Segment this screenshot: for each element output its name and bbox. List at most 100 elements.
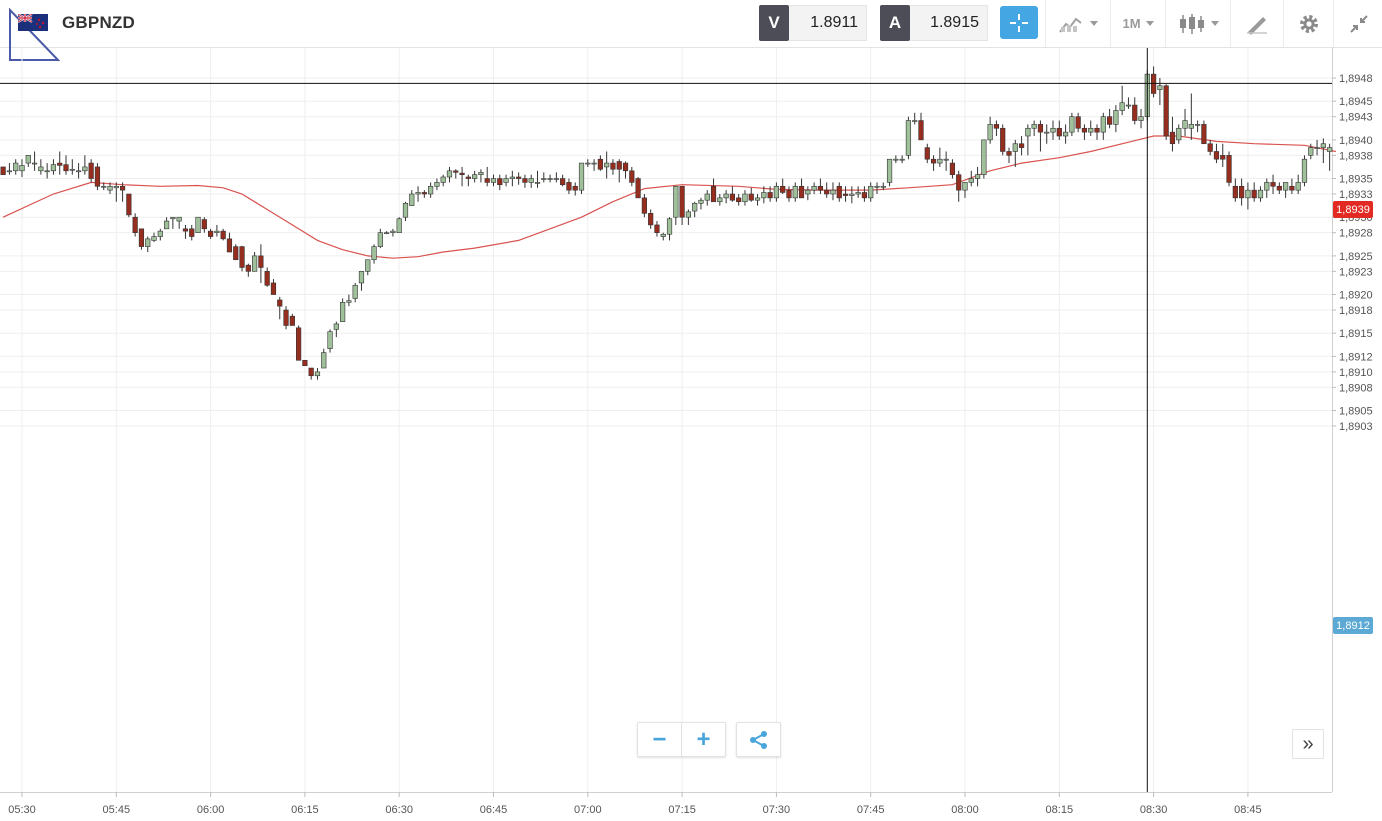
sell-price: 1.8911 [789,5,867,41]
instrument-symbol[interactable]: GBPNZD [62,13,135,32]
candle-body [736,197,742,203]
bull-candle [962,182,968,198]
candle-body [937,158,943,164]
candle-body [886,158,893,183]
bull-candle [805,186,811,201]
candle-body [553,178,559,180]
candle-body [113,185,119,189]
settings-button[interactable] [1283,0,1333,47]
price-tick-label: 1,8938 [1339,150,1373,162]
candle-body [541,178,547,180]
candle-body [1018,143,1025,148]
buy-quote[interactable]: A 1.8915 [880,5,988,41]
candle-body [974,174,981,179]
timeframe-button[interactable]: 1M [1110,0,1165,47]
bear-candle [654,221,660,237]
candle-body [107,185,113,191]
bear-candle [566,178,572,195]
candle-body [201,219,207,230]
bull-candle [377,228,383,249]
bear-candle [1276,182,1282,195]
candle-body [1314,147,1320,149]
candle-body [1138,116,1144,121]
candle-body [786,189,792,199]
chart-type-button[interactable] [1045,0,1110,47]
bear-candle [94,163,101,191]
bull-candle [974,166,981,187]
candle-body [1132,104,1138,121]
candle-body [289,315,295,326]
buy-label: A [880,5,910,41]
candle-body [1119,102,1125,111]
bull-candle [13,159,19,175]
bull-candle [75,163,82,179]
scroll-to-latest-button[interactable]: » [1292,729,1324,759]
bull-candle [1088,120,1094,137]
zoom-out-button[interactable]: − [638,723,682,756]
candle-body [1213,151,1220,160]
bear-candle [1037,120,1044,152]
bear-candle [522,174,528,188]
candle-body [516,176,522,179]
candle-body [69,168,75,171]
candle-body [346,300,352,303]
bull-candle [874,182,880,195]
bull-candle [101,182,107,191]
price-chart[interactable]: 1,8948 1,8945 1,8943 1,8940 1,8938 1,8935 1,89… [0,48,1382,821]
price-tick-label: 1,8908 [1339,382,1373,394]
bear-candle [201,217,207,233]
candle-body [1169,131,1176,145]
bull-candle [1195,120,1201,133]
bull-candle [855,186,861,198]
candle-body [1113,110,1119,125]
bull-candle [886,158,893,187]
candle-body [830,189,836,195]
collapse-icon [1349,14,1368,33]
share-control [736,722,781,757]
moving-average-path [2,135,1337,259]
candle-body [509,176,515,179]
price-tick-label: 1,8910 [1339,367,1373,379]
time-tick-label: 05:30 [8,804,36,816]
candle-body [13,162,19,172]
candle-body [6,170,13,173]
candle-body [1308,147,1314,156]
candle-body [1182,120,1188,129]
bear-candle [1226,151,1232,187]
candle-body [163,220,170,230]
share-button[interactable] [737,723,780,756]
zoom-in-button[interactable]: + [696,725,711,753]
candle-body [434,182,440,187]
bull-candle [1113,105,1119,133]
bull-candle [384,231,390,235]
sell-quote[interactable]: V 1.8911 [759,5,867,41]
bull-candle [761,186,767,204]
price-tick-label: 1,8935 [1339,174,1373,186]
bull-candle [528,174,534,188]
candle-body [258,255,264,268]
collapse-button[interactable] [1333,0,1382,47]
candle-body [943,158,949,161]
bull-candle [723,190,729,204]
bull-candle [868,182,874,202]
bull-candle [352,282,358,303]
price-tick-label: 1,8945 [1339,96,1373,108]
candle-body [754,197,761,201]
candle-body [371,246,377,261]
drawing-tools-button[interactable] [1230,0,1283,47]
candle-body [811,185,817,191]
time-tick-label: 08:15 [1046,804,1074,816]
candle-body [1251,189,1257,199]
bull-candle [1069,112,1075,137]
candle-body [1226,155,1232,183]
crosshair-button[interactable] [1000,6,1038,39]
crosshair-price-label: 1,8912 [1333,617,1373,634]
candle-body [57,162,63,166]
candle-body [1239,185,1245,199]
bull-candle [390,228,396,237]
candle-body [893,158,899,161]
bull-candle [1062,124,1069,144]
bull-candle [145,236,151,253]
candle-style-button[interactable] [1165,0,1230,47]
bear-candle [1132,97,1138,125]
